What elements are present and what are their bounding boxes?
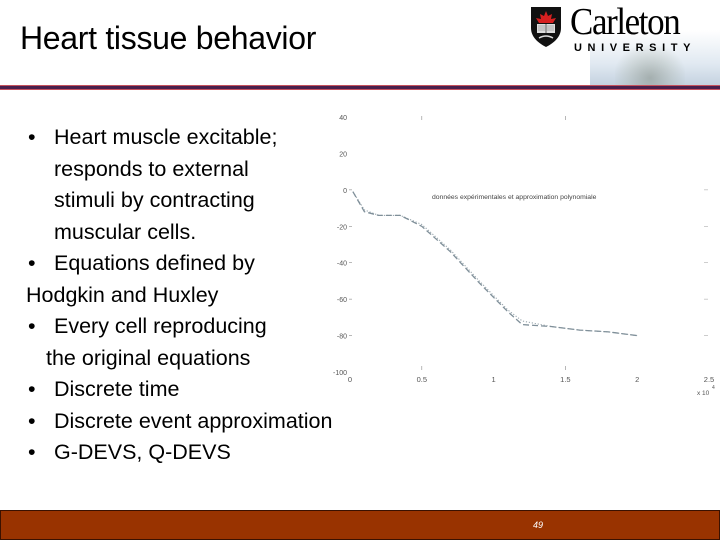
bullet-item: • Every cell reproducing bbox=[28, 311, 332, 343]
x-tick-label: 2.5 bbox=[704, 375, 714, 384]
x-tick-label: 2 bbox=[635, 375, 639, 384]
x-tick-label: 0.5 bbox=[417, 375, 427, 384]
bullet-text: G-DEVS, Q-DEVS bbox=[54, 440, 231, 464]
slide-title: Heart tissue behavior bbox=[20, 20, 317, 56]
bullet-text: Discrete time bbox=[54, 377, 180, 401]
bullet-text: Every cell reproducing bbox=[54, 314, 267, 338]
logo-background-tree bbox=[615, 45, 685, 86]
y-tick-label: 0 bbox=[343, 188, 347, 195]
bullet-item: • Discrete event approximation bbox=[28, 406, 332, 438]
bullet-continuation: Hodgkin and Huxley bbox=[26, 282, 219, 307]
footer-bar: 49 bbox=[0, 510, 720, 540]
page-number: 49 bbox=[533, 520, 544, 530]
x-axis-multiplier: x 10 bbox=[697, 390, 710, 397]
logo-wordmark: Carleton bbox=[570, 1, 681, 43]
bullet-list: • Heart muscle excitable; responds to ext… bbox=[26, 122, 332, 469]
series-line bbox=[352, 191, 638, 337]
bullet-marker: • bbox=[28, 314, 36, 338]
y-tick-label: -20 bbox=[337, 224, 347, 231]
y-tick-label: -100 bbox=[333, 370, 347, 377]
bullet-marker: • bbox=[28, 251, 36, 275]
bullet-continuation: the original equations bbox=[46, 345, 251, 370]
bullet-item: • Heart muscle excitable; bbox=[28, 122, 332, 154]
shield-icon bbox=[531, 7, 561, 47]
bullet-marker: • bbox=[28, 125, 36, 149]
y-tick-label: -40 bbox=[337, 261, 347, 268]
bullet-item: • Discrete time bbox=[28, 374, 332, 406]
bullet-continuation: stimuli by contracting bbox=[54, 188, 255, 212]
y-tick-label: 40 bbox=[339, 115, 347, 122]
bullet-marker: • bbox=[28, 377, 36, 401]
bullet-text: Heart muscle excitable; bbox=[54, 125, 278, 149]
y-tick-label: -80 bbox=[337, 334, 347, 341]
svg-text:4: 4 bbox=[712, 385, 715, 391]
y-tick-label: 20 bbox=[339, 151, 347, 158]
bullet-text: Discrete event approximation bbox=[54, 408, 333, 433]
bullet-continuation: muscular cells. bbox=[54, 219, 197, 244]
header-divider bbox=[0, 85, 720, 90]
logo-subtitle: UNIVERSITY bbox=[574, 42, 697, 54]
x-tick-label: 1 bbox=[492, 375, 496, 384]
y-tick-label: -60 bbox=[337, 297, 347, 304]
bullet-item: • Equations defined by bbox=[28, 248, 332, 280]
bullet-continuation: responds to external bbox=[54, 156, 249, 181]
bullet-marker: • bbox=[28, 440, 36, 464]
bullet-marker: • bbox=[28, 408, 36, 433]
carleton-university-logo: Carleton UNIVERSITY bbox=[520, 0, 720, 86]
x-tick-label: 0 bbox=[348, 375, 352, 384]
bullet-text: Equations defined by bbox=[54, 251, 255, 275]
bullet-item: • G-DEVS, Q-DEVS bbox=[28, 437, 332, 469]
chart-annotation: données expérimentales et approximation … bbox=[432, 194, 597, 201]
x-tick-label: 1.5 bbox=[560, 375, 570, 384]
series-line bbox=[352, 191, 638, 337]
